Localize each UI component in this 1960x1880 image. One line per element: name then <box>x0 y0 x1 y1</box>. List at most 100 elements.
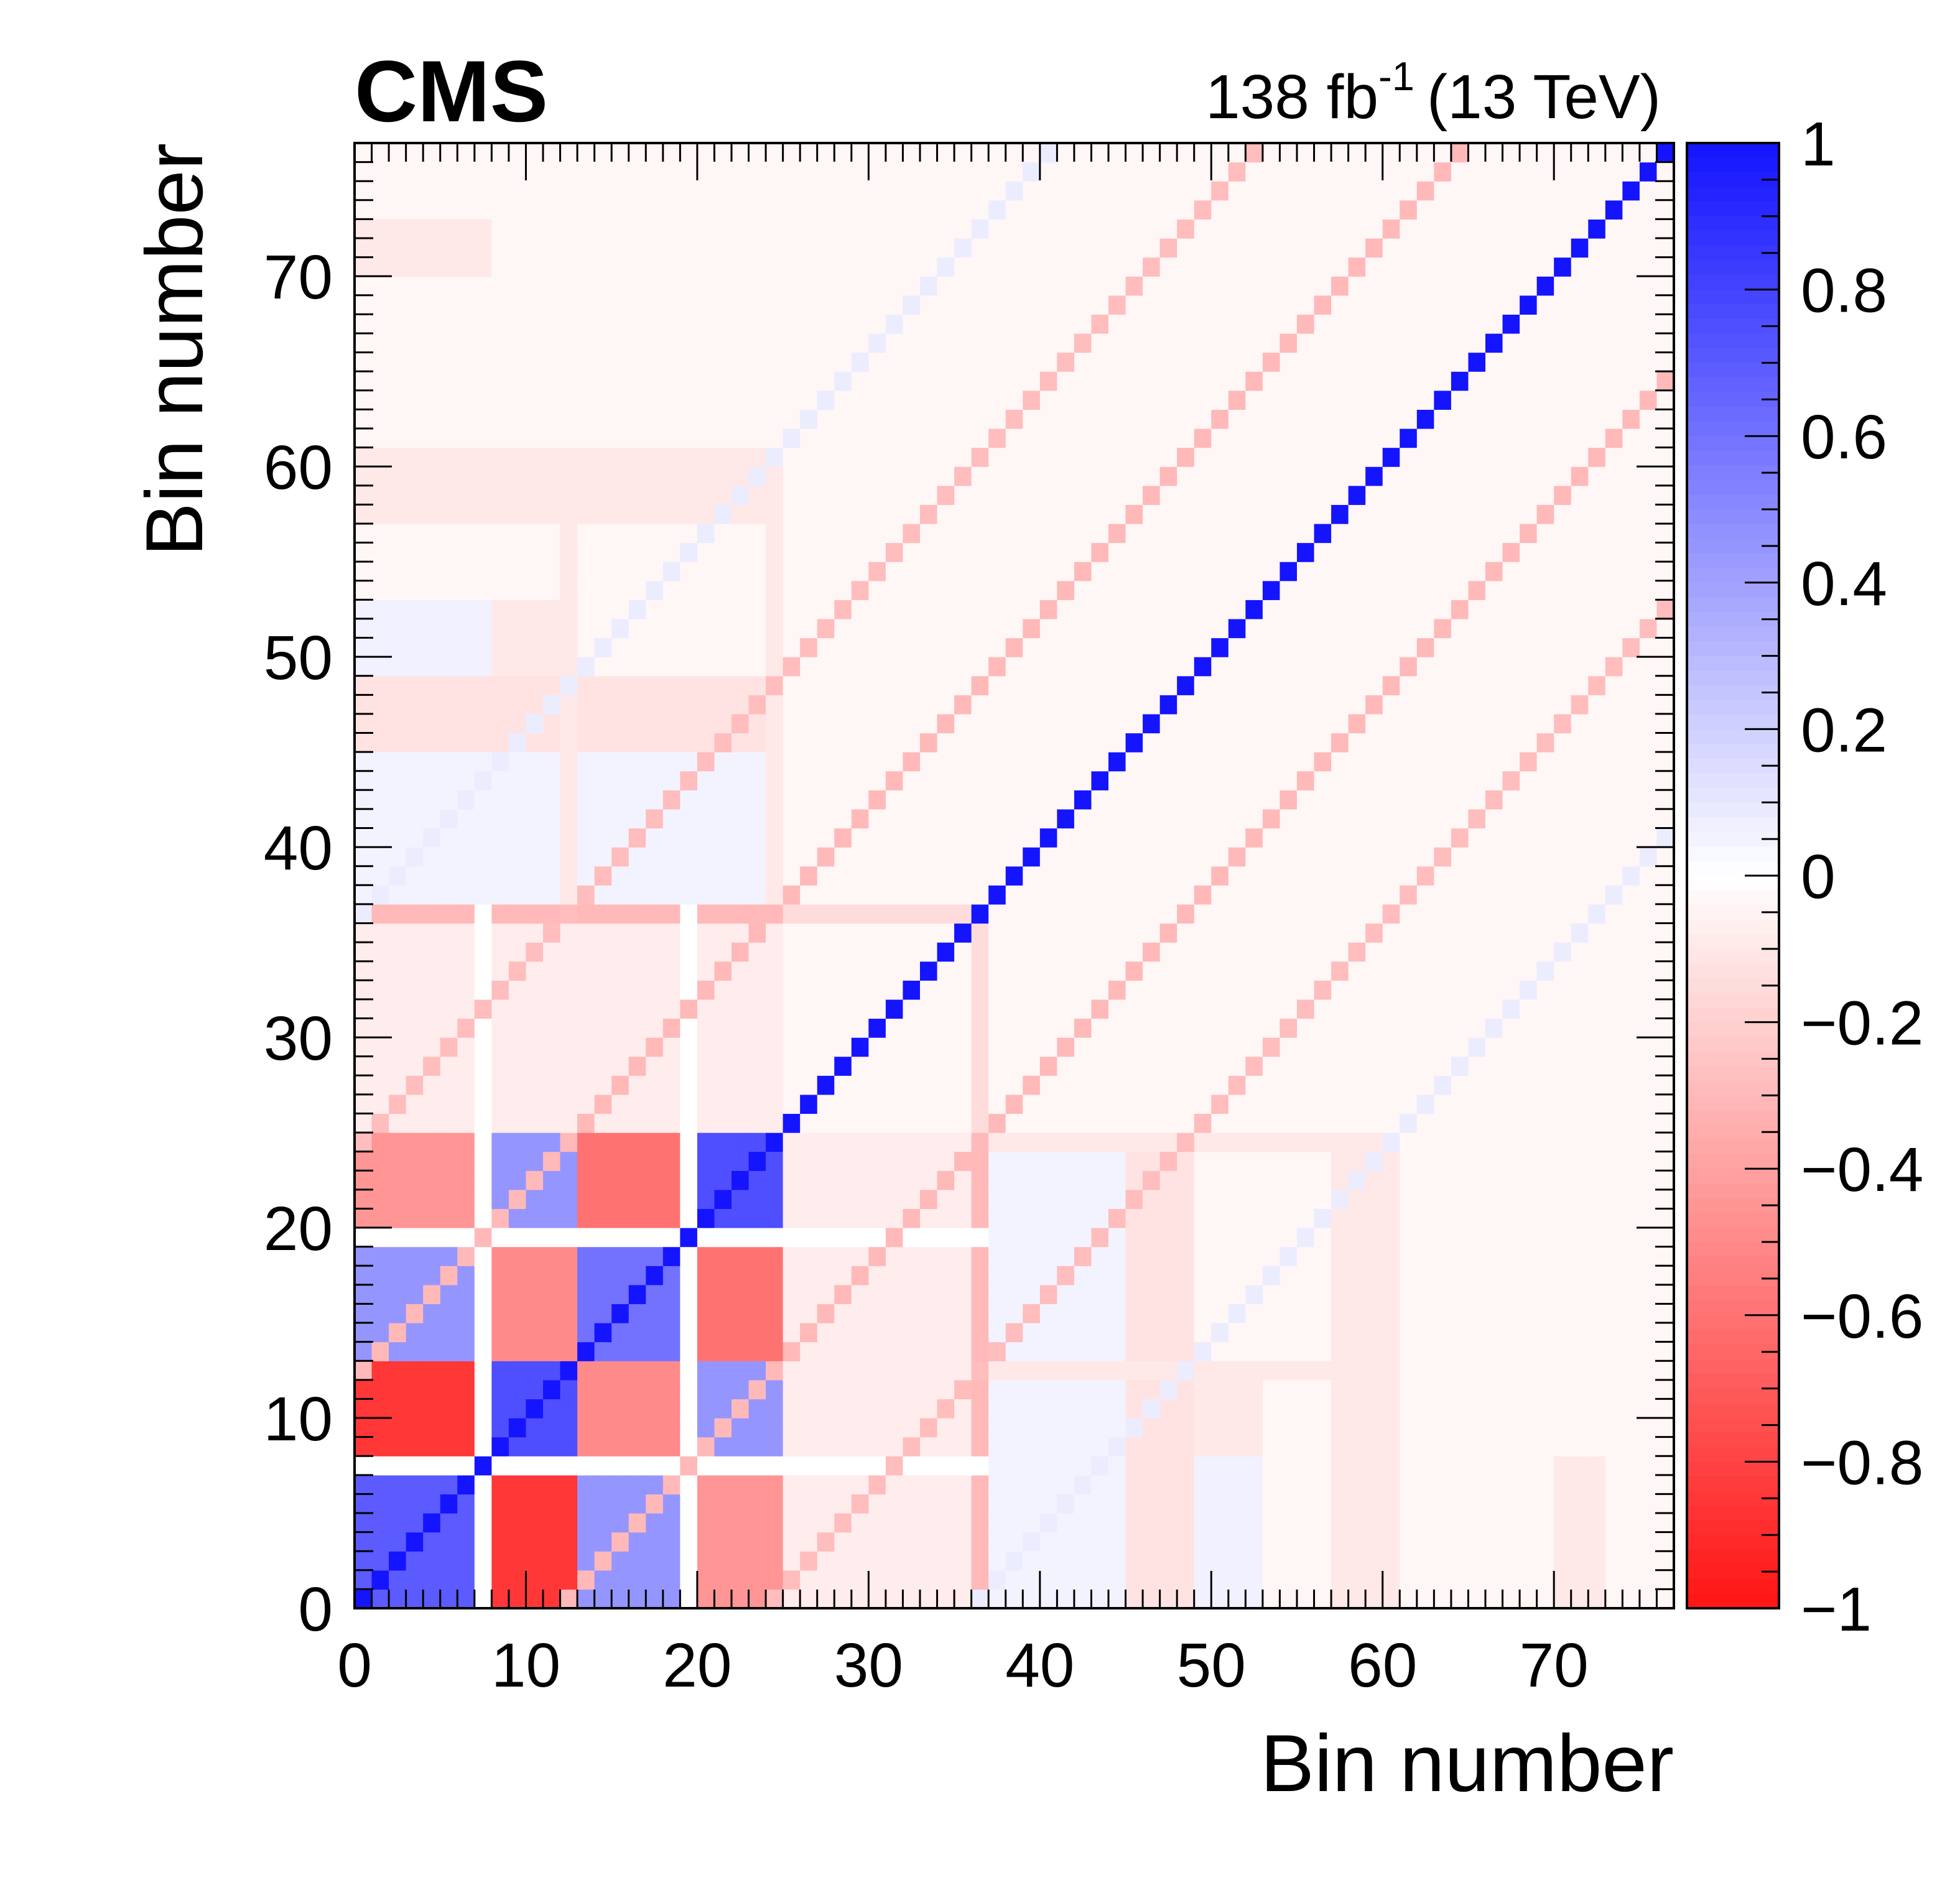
heatmap-cell <box>1382 1284 1400 1305</box>
heatmap-cell <box>646 1437 664 1456</box>
heatmap-cell <box>1057 238 1075 258</box>
heatmap-cell <box>508 295 527 315</box>
heatmap-cell <box>1245 200 1263 220</box>
heatmap-cell <box>1331 1551 1349 1571</box>
heatmap-cell <box>389 866 407 886</box>
heatmap-cell <box>1143 542 1161 562</box>
heatmap-cell <box>851 828 869 848</box>
heatmap-cell <box>491 904 509 924</box>
heatmap-cell <box>1280 1513 1298 1533</box>
heatmap-cell <box>474 1228 492 1248</box>
heatmap-cell <box>1159 866 1177 886</box>
heatmap-cell <box>937 295 955 315</box>
heatmap-cell <box>474 333 492 353</box>
heatmap-cell <box>371 314 389 334</box>
heatmap-cell <box>885 466 904 486</box>
heatmap-cell <box>937 1494 955 1514</box>
heatmap-cell <box>389 923 407 943</box>
heatmap-cell <box>577 1379 595 1400</box>
heatmap-cell <box>954 1361 972 1381</box>
heatmap-cell <box>748 1056 766 1076</box>
heatmap-cell <box>903 828 921 848</box>
heatmap-cell <box>440 1341 458 1361</box>
heatmap-cell <box>748 771 766 790</box>
heatmap-cell <box>714 1189 732 1210</box>
heatmap-cell <box>817 257 835 277</box>
heatmap-cell <box>1108 143 1126 163</box>
heatmap-cell <box>440 1379 458 1400</box>
heatmap-cell <box>971 1551 989 1571</box>
heatmap-cell <box>491 295 509 315</box>
heatmap-cell <box>1194 1399 1212 1419</box>
heatmap-cell <box>1125 1113 1143 1133</box>
heatmap-cell <box>543 1266 561 1285</box>
heatmap-cell <box>474 314 492 334</box>
heatmap-cell <box>491 1513 509 1533</box>
heatmap-cell <box>920 942 938 962</box>
heatmap-cell <box>1143 1589 1161 1609</box>
heatmap-cell <box>1177 1075 1195 1095</box>
heatmap-cell <box>714 1246 732 1266</box>
heatmap-cell <box>423 1589 441 1609</box>
heatmap-cell <box>508 942 527 962</box>
heatmap-cell <box>1416 523 1434 544</box>
heatmap-cell <box>371 847 389 867</box>
heatmap-cell <box>988 143 1006 163</box>
heatmap-cell <box>697 1418 715 1438</box>
heatmap-cell <box>1228 352 1246 372</box>
heatmap-cell <box>1125 466 1143 486</box>
heatmap-cell <box>1194 771 1212 790</box>
heatmap-cell <box>1262 1494 1281 1514</box>
heatmap-cell <box>954 980 972 1000</box>
heatmap-cell <box>1125 1379 1143 1400</box>
heatmap-cell <box>868 885 886 905</box>
heatmap-cell <box>577 1399 595 1419</box>
heatmap-cell <box>1331 695 1349 715</box>
heatmap-cell <box>389 1132 407 1152</box>
heatmap-cell <box>1280 980 1298 1000</box>
heatmap-cell <box>440 485 458 505</box>
heatmap-cell <box>1451 1170 1469 1190</box>
luminosity-value: 138 fb <box>1205 62 1378 132</box>
heatmap-cell <box>783 1361 801 1381</box>
heatmap-cell <box>662 1379 680 1400</box>
heatmap-cell <box>1331 942 1349 962</box>
heatmap-cell <box>1228 257 1246 277</box>
heatmap-cell <box>1091 1570 1109 1590</box>
heatmap-cell <box>1400 1418 1418 1438</box>
heatmap-cell <box>1416 1284 1434 1305</box>
heatmap-cell <box>1400 733 1418 752</box>
heatmap-cell <box>748 1456 766 1476</box>
heatmap-cell <box>988 1113 1006 1133</box>
heatmap-cell <box>988 1532 1006 1552</box>
heatmap-cell <box>457 409 475 429</box>
heatmap-cell <box>526 1094 544 1114</box>
heatmap-cell <box>355 466 373 486</box>
heatmap-cell <box>800 333 818 353</box>
heatmap-cell <box>457 637 475 657</box>
heatmap-cell <box>646 1570 664 1590</box>
heatmap-cell <box>817 1094 835 1114</box>
heatmap-cell <box>834 1418 852 1438</box>
heatmap-cell <box>1365 942 1383 962</box>
heatmap-cells <box>355 143 1674 1609</box>
heatmap-cell <box>1228 1437 1246 1456</box>
heatmap-cell <box>1434 504 1452 524</box>
heatmap-cell <box>1143 1094 1161 1114</box>
heatmap-cell <box>1159 1246 1177 1266</box>
heatmap-cell <box>1159 999 1177 1019</box>
heatmap-cell <box>868 1570 886 1590</box>
heatmap-cell <box>748 885 766 905</box>
heatmap-cell <box>1091 200 1109 220</box>
heatmap-cell <box>766 181 784 201</box>
heatmap-cell <box>406 733 424 752</box>
heatmap-cell <box>680 999 698 1019</box>
heatmap-cell <box>440 1075 458 1095</box>
heatmap-cell <box>903 999 921 1019</box>
heatmap-cell <box>697 1341 715 1361</box>
heatmap-cell <box>577 904 595 924</box>
heatmap-cell <box>526 238 544 258</box>
heatmap-cell <box>1023 1037 1041 1057</box>
heatmap-cell <box>1177 390 1195 410</box>
heatmap-cell <box>697 1513 715 1533</box>
